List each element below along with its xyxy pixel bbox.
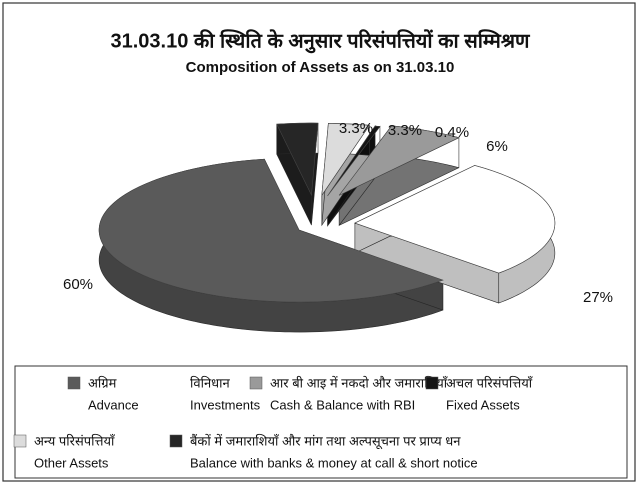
legend-box: [14, 365, 628, 479]
data-label: 0.4%: [435, 124, 469, 141]
slice: [321, 123, 370, 197]
data-label: 3.3%: [388, 122, 422, 139]
legend-swatch: [170, 377, 182, 389]
legend-label-hi: विनिधान: [190, 375, 231, 390]
legend-label-hi: बैंकों में जमाराशियाँ और मांग तथा अल्पसू…: [190, 433, 461, 449]
slice: [354, 165, 556, 274]
data-label: 27%: [583, 289, 613, 306]
legend-label: Balance with banks & money at call & sho…: [190, 455, 478, 470]
legend-swatch: [169, 434, 183, 448]
legend-swatch: [67, 376, 81, 390]
data-label: 6%: [486, 138, 508, 155]
slice: [327, 125, 381, 197]
legend-label: Investments: [190, 397, 261, 412]
legend-label-hi: अन्य परिसंपत्तियाँ: [34, 433, 115, 448]
legend-swatch: [249, 376, 263, 390]
chart-title: 31.03.10 की स्थिति के अनुसार परिसंपत्तिय…: [110, 28, 531, 53]
data-label: 3.3%: [339, 120, 373, 137]
legend-swatch: [425, 376, 439, 390]
legend-swatch: [13, 434, 27, 448]
chart-subtitle: Composition of Assets as on 31.03.10: [186, 59, 455, 76]
legend-label: Advance: [88, 397, 139, 412]
legend-label-hi: आर बी आइ में नकदो और जमाराशियाँ: [270, 375, 448, 390]
frame: [2, 2, 636, 482]
legend-label: Fixed Assets: [446, 397, 520, 412]
legend-label-hi: अचल परिसंपत्तियाँ: [446, 375, 533, 390]
slice: [276, 122, 319, 197]
slice: [338, 125, 460, 196]
legend-label: Cash & Balance with RBI: [270, 397, 415, 412]
slice: [98, 158, 444, 303]
legend-label: Other Assets: [34, 455, 109, 470]
legend-label-hi: अग्रिम: [88, 375, 117, 390]
data-label: 60%: [63, 276, 93, 293]
